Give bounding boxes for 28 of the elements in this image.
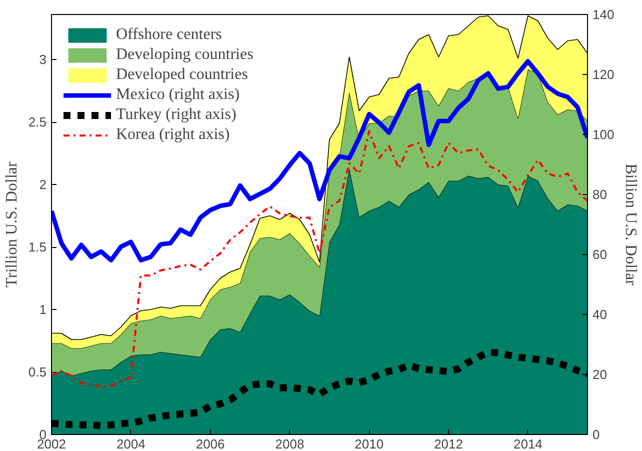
legend-label: Korea (right axis) bbox=[116, 126, 230, 144]
y-tick-label: 2.5 bbox=[28, 114, 47, 130]
y2-tick-label: 0 bbox=[592, 427, 600, 442]
y2-tick-label: 100 bbox=[592, 127, 614, 142]
y-axis-title: Trillion U.S. Dollar bbox=[3, 161, 20, 288]
y2-tick-label: 80 bbox=[592, 187, 607, 202]
y2-tick-label: 20 bbox=[592, 367, 607, 382]
x-tick-label: 2008 bbox=[275, 436, 304, 451]
legend-label: Turkey (right axis) bbox=[116, 106, 236, 124]
x-tick-label: 2004 bbox=[116, 436, 146, 451]
legend-label: Developed countries bbox=[116, 66, 248, 84]
y-tick-label: 3 bbox=[39, 52, 47, 67]
y2-tick-label: 40 bbox=[592, 307, 607, 322]
x-tick-label: 2010 bbox=[354, 436, 384, 451]
y-tick-label: 1.5 bbox=[28, 240, 47, 254]
y-tick-label: 2 bbox=[39, 177, 47, 192]
y2-tick-label: 60 bbox=[592, 247, 607, 262]
y-tick-label: 1 bbox=[39, 302, 47, 317]
legend-label: Mexico (right axis) bbox=[116, 86, 240, 104]
x-tick-label: 2014 bbox=[513, 436, 542, 451]
legend-label: Offshore centers bbox=[116, 26, 222, 44]
y-tick-label: 0.5 bbox=[28, 364, 47, 380]
y2-tick-label: 140 bbox=[592, 7, 614, 22]
y2-axis-title: Billion U.S. Dollar bbox=[622, 164, 640, 286]
y2-tick-label: 120 bbox=[592, 67, 614, 82]
legend-label: Developing countries bbox=[116, 46, 254, 64]
x-tick-label: 2006 bbox=[196, 436, 225, 451]
x-tick-label: 2012 bbox=[434, 436, 463, 451]
